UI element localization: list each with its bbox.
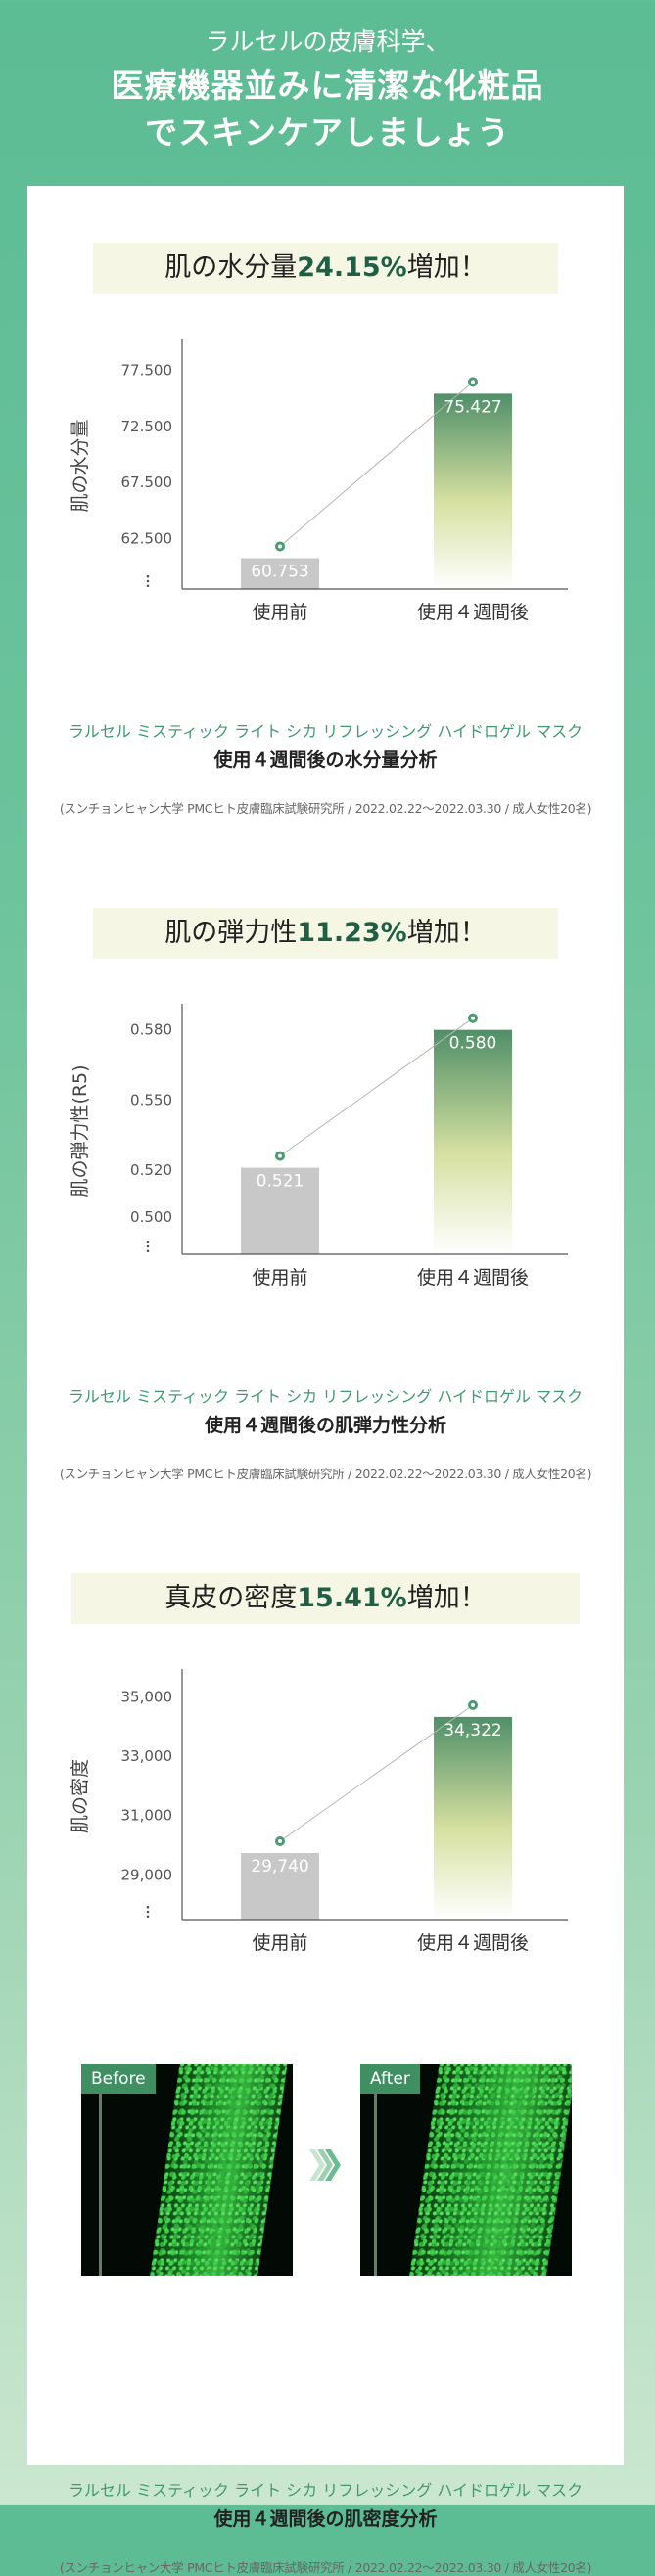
trend-line	[279, 1704, 474, 1842]
y-axis-label: 肌の弾力性(R5)	[70, 1064, 91, 1197]
arrow-right-icon	[309, 2149, 341, 2181]
data-marker-core	[278, 1153, 282, 1158]
analysis-title: 使用４週間後の肌密度分析	[213, 2508, 438, 2530]
value-label-before: 0.521	[257, 1172, 304, 1192]
y-axis-label: 肌の密度	[70, 1759, 91, 1833]
headline-line-2: 医療機器並みに清潔な化粧品	[111, 67, 544, 105]
bar-after	[434, 393, 512, 589]
banner-value: 24.15%	[297, 252, 407, 283]
trend-line	[279, 1017, 474, 1157]
tissue-edge	[99, 2064, 102, 2276]
y-tick-label: 77.500	[121, 362, 173, 380]
y-tick-label: 0.550	[130, 1091, 172, 1108]
moisture-banner: 肌の水分量24.15%増加！	[93, 243, 558, 294]
axis-break-dot	[146, 584, 150, 588]
bar-before	[241, 1167, 319, 1254]
bar-after	[434, 1716, 512, 1920]
tissue-edge	[374, 2064, 377, 2276]
banner-value: 15.41%	[297, 1583, 407, 1613]
y-tick-label: 35,000	[121, 1688, 173, 1705]
after-label: After	[360, 2064, 420, 2094]
headline-line-3: でスキンケアしましょう	[144, 113, 510, 152]
headline-line-1: ラルセルの皮膚科学、	[205, 27, 450, 56]
y-tick-label: 67.500	[121, 474, 173, 491]
bar-before	[241, 558, 319, 589]
elasticity-banner: 肌の弾力性11.23%増加！	[93, 908, 558, 959]
data-marker-core	[471, 380, 475, 384]
analysis-title: 使用４週間後の水分量分析	[213, 749, 438, 771]
data-marker-core	[471, 1702, 475, 1707]
trend-line	[279, 382, 474, 547]
bar-after	[434, 1029, 512, 1254]
x-category-label: 使用前	[252, 1267, 307, 1288]
y-tick-label: 0.500	[130, 1208, 172, 1226]
value-label-after: 34,322	[444, 1721, 501, 1740]
product-name: ラルセル ミスティック ライト シカ リフレッシング ハイドロゲル マスク	[68, 2481, 584, 2500]
axis-break-dot	[146, 1910, 150, 1914]
source-note: (スンチョンヒャン大学 PMCヒト皮膚臨床試験研究所 / 2022.02.22～…	[59, 2560, 592, 2575]
elasticity-chart: 肌の弾力性(R5) 0.580 0.550 0.520 0.500 0.521 0.580 使…	[70, 1004, 568, 1288]
banner-suffix: 増加！	[406, 252, 487, 283]
data-marker-core	[278, 544, 282, 549]
value-label-after: 0.580	[449, 1034, 497, 1054]
before-label: Before	[81, 2064, 156, 2094]
axis-break-dot	[146, 1915, 150, 1919]
x-category-label: 使用４週間後	[417, 1932, 529, 1954]
data-marker-core	[278, 1838, 282, 1843]
y-axis-label: 肌の水分量	[70, 419, 91, 512]
value-label-after: 75.427	[444, 397, 501, 417]
banner-prefix: 真皮の密度	[164, 1583, 298, 1613]
y-tick-label: 33,000	[121, 1747, 173, 1765]
value-label-before: 29,740	[251, 1857, 308, 1876]
page-headline: ラルセルの皮膚科学、 医療機器並みに清潔な化粧品 でスキンケアしましょう	[0, 22, 655, 157]
source-note: (スンチョンヒャン大学 PMCヒト皮膚臨床試験研究所 / 2022.02.22～…	[59, 801, 592, 816]
data-marker-core	[471, 1016, 475, 1020]
x-category-label: 使用４週間後	[417, 602, 529, 623]
product-name: ラルセル ミスティック ライト シカ リフレッシング ハイドロゲル マスク	[68, 722, 584, 741]
y-tick-label: 0.520	[130, 1161, 172, 1179]
density-banner: 真皮の密度15.41%増加！	[71, 1573, 580, 1624]
banner-suffix: 増加！	[406, 1583, 487, 1613]
x-category-label: 使用前	[252, 602, 307, 623]
banner-prefix: 肌の水分量	[164, 252, 298, 283]
y-tick-label: 31,000	[121, 1807, 173, 1825]
y-tick-label: 29,000	[121, 1866, 173, 1883]
axis-break-dot	[146, 1244, 150, 1248]
x-category-label: 使用４週間後	[417, 1267, 529, 1288]
tissue-layer	[146, 2064, 291, 2276]
bar-before	[241, 1852, 319, 1920]
banner-suffix: 増加！	[406, 918, 487, 948]
axis-break-dot	[146, 1905, 150, 1909]
axis-break-dot	[146, 574, 150, 578]
source-note: (スンチョンヒャン大学 PMCヒト皮膚臨床試験研究所 / 2022.02.22～…	[59, 1467, 592, 1481]
tissue-layer	[405, 2064, 572, 2276]
value-label-before: 60.753	[251, 562, 308, 581]
density-chart: 肌の密度 35,000 33,000 31,000 29,000 29,740 34,322…	[70, 1669, 568, 1954]
y-tick-label: 0.580	[130, 1021, 172, 1039]
axis-break-dot	[146, 579, 150, 583]
analysis-title: 使用４週間後の肌弾力性分析	[204, 1415, 446, 1436]
moisture-chart: 肌の水分量 77.500 72.500 67.500 62.500 60.753 75.42…	[70, 339, 568, 623]
product-name: ラルセル ミスティック ライト シカ リフレッシング ハイドロゲル マスク	[68, 1387, 584, 1406]
axis-break-dot	[146, 1249, 150, 1253]
banner-value: 11.23%	[297, 918, 407, 948]
before-microscope-image: Before	[81, 2064, 293, 2276]
content-card: 肌の水分量24.15%増加！ 肌の水分量 77.500 72.500 67.500 62…	[27, 186, 624, 2575]
x-category-label: 使用前	[252, 1932, 307, 1954]
y-tick-label: 62.500	[121, 529, 173, 547]
y-tick-label: 72.500	[121, 418, 173, 435]
axis-break-dot	[146, 1240, 150, 1243]
banner-prefix: 肌の弾力性	[164, 918, 298, 948]
after-microscope-image: After	[360, 2064, 572, 2276]
